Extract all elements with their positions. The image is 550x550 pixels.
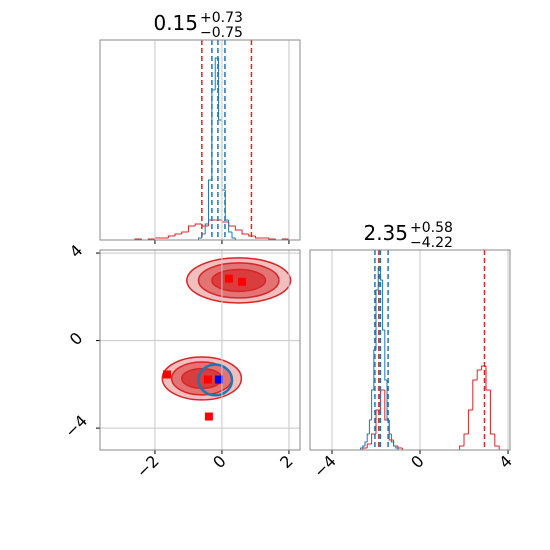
title-main: 2.35	[363, 221, 408, 245]
histogram-step	[197, 237, 202, 240]
histogram-step	[379, 268, 383, 281]
point	[224, 274, 233, 283]
histogram-step	[204, 223, 209, 234]
histogram-step	[364, 441, 368, 446]
histogram-step	[268, 238, 276, 240]
point	[204, 412, 213, 421]
histogram-step	[167, 235, 176, 238]
histogram-step	[231, 232, 236, 239]
point	[163, 370, 172, 379]
x-tick-label: 2	[276, 451, 297, 472]
x-tick-label: −2	[133, 451, 163, 481]
histogram-step	[494, 434, 500, 447]
histogram-step	[401, 448, 407, 450]
histogram-step	[375, 289, 379, 350]
point	[203, 375, 212, 384]
histogram-step	[254, 236, 263, 239]
title-upper: +0.58	[410, 220, 453, 236]
axes-frame	[99, 249, 301, 451]
histogram-step	[390, 434, 394, 443]
histogram-step	[181, 231, 189, 234]
histogram-step	[362, 445, 366, 448]
histogram-step	[218, 58, 222, 121]
histogram-step	[366, 433, 370, 442]
histogram-step	[393, 440, 399, 447]
histogram-step	[498, 446, 504, 450]
axes-frame	[99, 39, 301, 241]
title-upper: +0.73	[200, 10, 243, 26]
x-tick-label: 0	[407, 451, 428, 472]
histogram-step	[384, 330, 388, 381]
title-lower: −4.22	[410, 235, 453, 251]
histogram-step	[393, 442, 396, 447]
plot-area	[101, 40, 300, 240]
histogram-step	[224, 190, 229, 221]
contour	[197, 363, 234, 397]
histogram-step	[275, 239, 283, 240]
histogram-step	[234, 226, 243, 231]
histogram-step	[472, 379, 478, 410]
histogram-step	[141, 239, 149, 240]
histogram-step	[485, 366, 491, 391]
histogram-step	[388, 420, 392, 435]
histogram-step	[228, 222, 236, 227]
histogram-step	[201, 233, 206, 238]
histogram-step	[360, 447, 363, 450]
histogram-step	[366, 443, 372, 448]
histogram-step	[489, 390, 495, 435]
histogram-step	[194, 223, 202, 226]
title-main: 0.15	[153, 11, 198, 35]
histogram-step	[368, 419, 372, 434]
axes-frame	[309, 249, 511, 451]
histogram-step	[208, 179, 212, 224]
histogram-step	[397, 446, 403, 449]
histogram-step	[154, 237, 162, 239]
x-tick-label: 0	[209, 451, 230, 472]
point	[214, 375, 223, 384]
histogram-step	[459, 445, 465, 450]
point	[238, 277, 247, 286]
plot-area	[358, 250, 504, 450]
title-lower: −0.75	[200, 25, 243, 41]
histogram-step	[241, 230, 249, 235]
histogram-step	[382, 280, 385, 331]
plot-area	[161, 257, 292, 421]
histogram-step	[467, 409, 473, 434]
y-tick-label: −4	[61, 411, 91, 441]
histogram-step	[187, 225, 196, 232]
histogram-step	[211, 89, 216, 180]
histogram-step	[463, 433, 469, 446]
histogram-step	[234, 238, 239, 240]
histogram-step	[476, 369, 482, 380]
x-tick-label: 4	[495, 451, 516, 472]
histogram-step	[371, 389, 374, 420]
histogram-step	[397, 448, 401, 450]
histogram-step	[395, 446, 399, 449]
x-tick-label: −4	[310, 451, 340, 481]
y-tick-label: 4	[66, 241, 87, 262]
histogram-step	[174, 233, 182, 236]
y-tick-label: 0	[66, 328, 87, 349]
histogram-step	[228, 220, 232, 233]
histogram-step	[248, 234, 256, 237]
